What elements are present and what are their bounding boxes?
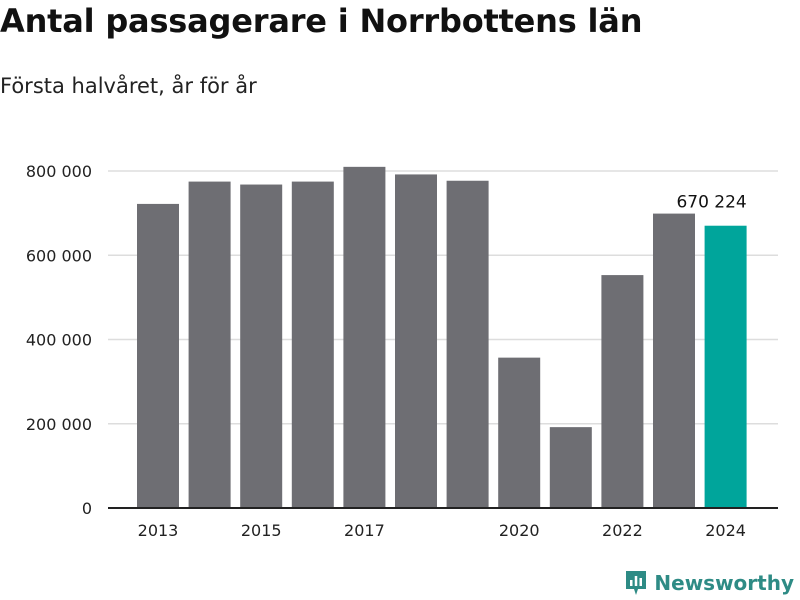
bar-2020: [498, 357, 541, 508]
y-tick-label: 400 000: [26, 331, 92, 350]
brand-name: Newsworthy: [654, 571, 794, 595]
newsworthy-logo-icon: [626, 571, 647, 595]
bar-2019: [446, 180, 489, 508]
x-tick-label: 2017: [344, 521, 385, 540]
data-labels: 670 224: [676, 193, 746, 213]
x-tick-label: 2013: [138, 521, 179, 540]
bar-2015: [240, 184, 283, 508]
y-tick-label: 0: [82, 499, 92, 518]
x-tick-label: 2020: [499, 521, 540, 540]
bars: [137, 166, 747, 509]
bar-2017: [343, 166, 386, 509]
chart-subtitle: Första halvåret, år för år: [0, 74, 257, 98]
x-tick-label: 2024: [705, 521, 746, 540]
chart-title: Antal passagerare i Norrbottens län: [0, 2, 643, 40]
bar-2016: [291, 181, 334, 508]
bar-2024: [704, 225, 747, 509]
bar-2018: [395, 174, 437, 509]
bar-2014: [188, 181, 231, 508]
newsworthy-logo[interactable]: Newsworthy: [624, 569, 794, 597]
x-axis-ticks: 2013 2015 2017 2020 2022 2024: [138, 521, 746, 540]
y-tick-label: 800 000: [26, 162, 92, 181]
y-axis-ticks: 0 200 000 400 000 600 000 800 000: [26, 162, 92, 518]
x-tick-label: 2022: [602, 521, 643, 540]
bar-2021: [549, 427, 592, 508]
bar-2022: [601, 275, 644, 508]
y-tick-label: 600 000: [26, 246, 92, 265]
bar-2023: [653, 213, 695, 508]
y-tick-label: 200 000: [26, 415, 92, 434]
bar-2013: [137, 203, 179, 508]
data-label: 670 224: [676, 193, 746, 213]
x-tick-label: 2015: [241, 521, 282, 540]
